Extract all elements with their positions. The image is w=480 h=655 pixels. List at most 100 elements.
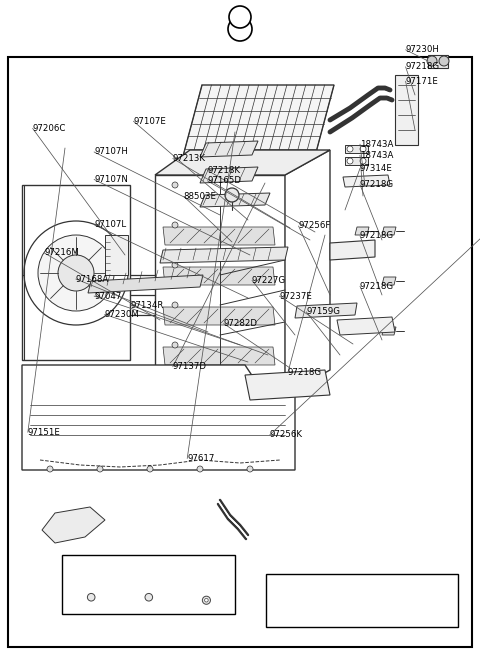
FancyBboxPatch shape bbox=[266, 574, 458, 627]
Text: 97256K: 97256K bbox=[270, 430, 303, 440]
Text: 97218G: 97218G bbox=[360, 180, 394, 189]
Text: 97213K: 97213K bbox=[173, 154, 206, 163]
Text: 97230M: 97230M bbox=[105, 310, 140, 319]
FancyBboxPatch shape bbox=[8, 57, 472, 647]
Circle shape bbox=[87, 593, 95, 601]
Circle shape bbox=[38, 235, 114, 311]
Polygon shape bbox=[163, 347, 275, 365]
Text: 97218K: 97218K bbox=[207, 166, 240, 175]
Text: 97165D: 97165D bbox=[207, 176, 241, 185]
Text: 97107E: 97107E bbox=[133, 117, 166, 126]
Polygon shape bbox=[355, 227, 369, 235]
Text: 97107H: 97107H bbox=[94, 147, 128, 157]
Text: 97218G: 97218G bbox=[406, 62, 440, 71]
Text: 97216M: 97216M bbox=[44, 248, 79, 257]
Circle shape bbox=[24, 221, 128, 325]
Polygon shape bbox=[343, 175, 390, 187]
Polygon shape bbox=[345, 157, 368, 165]
Polygon shape bbox=[245, 370, 330, 400]
Polygon shape bbox=[88, 275, 203, 293]
Polygon shape bbox=[330, 240, 375, 260]
Text: 97227G: 97227G bbox=[252, 276, 286, 285]
Text: 97107N: 97107N bbox=[94, 175, 128, 184]
Text: 97206C: 97206C bbox=[33, 124, 66, 133]
Text: 97314E: 97314E bbox=[360, 164, 393, 173]
Polygon shape bbox=[200, 193, 270, 207]
Polygon shape bbox=[105, 235, 128, 275]
Polygon shape bbox=[382, 277, 396, 285]
Polygon shape bbox=[155, 150, 330, 175]
Circle shape bbox=[47, 466, 53, 472]
Circle shape bbox=[172, 302, 178, 308]
Polygon shape bbox=[163, 227, 275, 245]
Circle shape bbox=[360, 158, 366, 164]
Circle shape bbox=[204, 599, 208, 602]
Text: 1125KF: 1125KF bbox=[76, 565, 106, 574]
Text: THE NO.97105B:①~②: THE NO.97105B:①~② bbox=[273, 608, 371, 618]
Polygon shape bbox=[42, 507, 105, 543]
Text: 97218G: 97218G bbox=[288, 367, 322, 377]
Text: 97617: 97617 bbox=[187, 454, 215, 463]
FancyBboxPatch shape bbox=[62, 555, 235, 614]
Circle shape bbox=[172, 342, 178, 348]
Polygon shape bbox=[337, 317, 395, 335]
Circle shape bbox=[172, 382, 178, 388]
Text: 1339CD: 1339CD bbox=[191, 565, 222, 574]
Text: 88503E: 88503E bbox=[184, 192, 217, 201]
Text: 18743A: 18743A bbox=[360, 140, 394, 149]
Circle shape bbox=[145, 593, 153, 601]
Polygon shape bbox=[395, 75, 418, 145]
Circle shape bbox=[203, 596, 210, 605]
Circle shape bbox=[347, 158, 353, 164]
Circle shape bbox=[172, 182, 178, 188]
Text: 97230H: 97230H bbox=[406, 45, 440, 54]
Text: 2: 2 bbox=[236, 22, 244, 35]
Polygon shape bbox=[200, 167, 258, 183]
Circle shape bbox=[439, 56, 449, 66]
Text: 97218G: 97218G bbox=[360, 231, 394, 240]
Text: NOTE: NOTE bbox=[273, 580, 300, 589]
Text: 97282D: 97282D bbox=[224, 319, 258, 328]
Polygon shape bbox=[163, 267, 275, 285]
Polygon shape bbox=[22, 185, 130, 360]
Circle shape bbox=[427, 56, 437, 66]
Polygon shape bbox=[178, 85, 334, 175]
Circle shape bbox=[225, 188, 239, 202]
Circle shape bbox=[58, 255, 94, 291]
Text: 97151E: 97151E bbox=[28, 428, 60, 437]
Text: 97237E: 97237E bbox=[279, 291, 312, 301]
Text: 97159G: 97159G bbox=[306, 307, 340, 316]
Polygon shape bbox=[163, 307, 275, 325]
Polygon shape bbox=[160, 247, 288, 263]
Circle shape bbox=[172, 222, 178, 228]
Text: 97171E: 97171E bbox=[406, 77, 438, 86]
Text: 97137D: 97137D bbox=[173, 362, 207, 371]
Polygon shape bbox=[295, 303, 357, 318]
Polygon shape bbox=[285, 150, 330, 395]
Circle shape bbox=[360, 146, 366, 152]
Polygon shape bbox=[382, 327, 396, 335]
Polygon shape bbox=[382, 227, 396, 235]
Circle shape bbox=[247, 466, 253, 472]
Polygon shape bbox=[22, 365, 295, 470]
Text: 2: 2 bbox=[236, 10, 244, 24]
Text: 97134R: 97134R bbox=[131, 301, 164, 310]
Polygon shape bbox=[428, 55, 448, 68]
Text: 97218G: 97218G bbox=[360, 282, 394, 291]
Polygon shape bbox=[155, 175, 285, 395]
Circle shape bbox=[97, 466, 103, 472]
Circle shape bbox=[347, 146, 353, 152]
Text: 97107L: 97107L bbox=[94, 220, 126, 229]
Circle shape bbox=[197, 466, 203, 472]
Text: 97256F: 97256F bbox=[299, 221, 331, 231]
Text: 97047: 97047 bbox=[94, 291, 121, 301]
Text: 97168A: 97168A bbox=[76, 274, 109, 284]
Circle shape bbox=[147, 466, 153, 472]
Text: 1125KE: 1125KE bbox=[133, 565, 164, 574]
Polygon shape bbox=[200, 141, 258, 157]
Circle shape bbox=[229, 6, 251, 28]
Text: 18743A: 18743A bbox=[360, 151, 394, 160]
Circle shape bbox=[172, 262, 178, 268]
Polygon shape bbox=[345, 145, 368, 153]
Circle shape bbox=[228, 17, 252, 41]
